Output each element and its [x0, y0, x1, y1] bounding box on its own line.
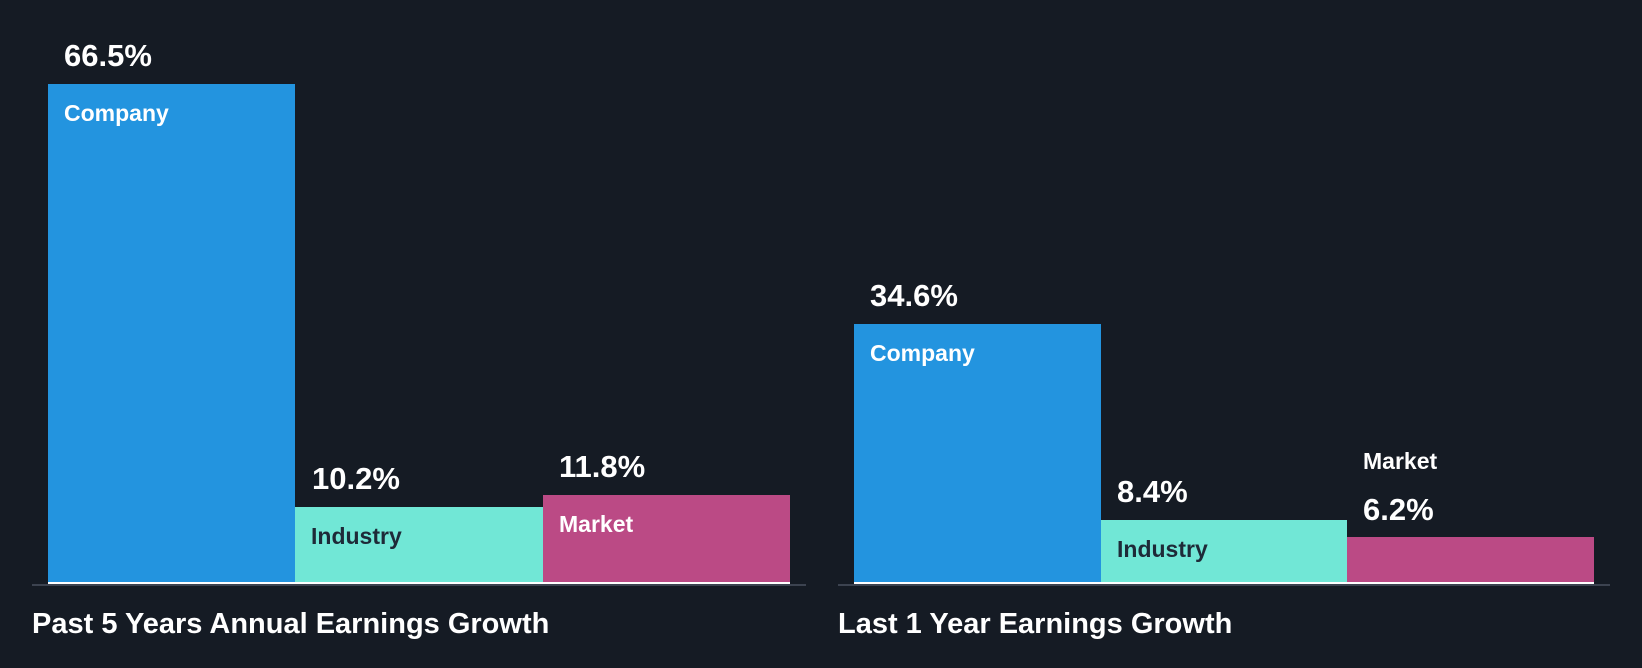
market-value-label: 6.2% — [1363, 492, 1434, 527]
market-value-label: 11.8% — [559, 449, 646, 484]
company-value-label: 66.5% — [64, 38, 152, 73]
industry-bar: Industry — [295, 507, 543, 582]
company-bar: Company — [48, 84, 295, 582]
industry-bar-label: Industry — [311, 523, 402, 549]
bar-baseline — [48, 582, 790, 584]
industry-value-label: 8.4% — [1117, 474, 1188, 509]
x-axis-line — [32, 584, 806, 586]
bar-baseline — [854, 582, 1594, 584]
chart-title: Past 5 Years Annual Earnings Growth — [32, 608, 550, 640]
market-bar-label: Market — [1363, 448, 1438, 474]
market-bar — [1347, 537, 1594, 582]
industry-bar-label: Industry — [1117, 536, 1208, 562]
company-bar-label: Company — [64, 100, 169, 126]
chart-title: Last 1 Year Earnings Growth — [838, 608, 1233, 640]
company-value-label: 34.6% — [870, 278, 958, 313]
past-5-years-chart: 66.5% Company 10.2% Industry 11.8% Marke… — [0, 0, 820, 668]
company-bar-label: Company — [870, 340, 975, 366]
company-bar: Company — [854, 324, 1101, 582]
x-axis-line — [838, 584, 1610, 586]
market-bar-label: Market — [559, 511, 634, 537]
industry-value-label: 10.2% — [312, 461, 400, 496]
industry-bar: Industry — [1101, 520, 1347, 582]
market-bar: Market — [543, 495, 790, 582]
